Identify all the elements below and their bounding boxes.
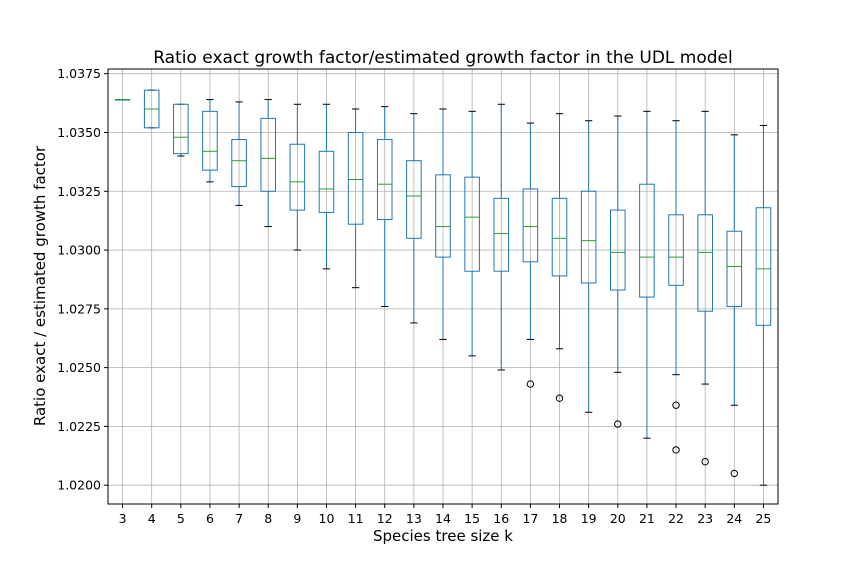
iqr-box: [376, 139, 393, 220]
ticks: 1.0200 1.0225 1.0250 1.0275 1.0300 1.0325 1.03…: [57, 66, 771, 526]
x-tick-label: 10: [319, 511, 335, 526]
x-tick-label: 24: [726, 511, 742, 526]
iqr-box: [580, 190, 597, 284]
x-tick-label: 23: [697, 511, 713, 526]
iqr-box: [318, 150, 335, 213]
iqr-box: [406, 160, 422, 239]
y-tick-label: 1.0300: [57, 243, 101, 258]
y-tick-label: 1.0225: [57, 419, 101, 434]
box-k-25: [755, 124, 772, 486]
chart-title: Ratio exact growth factor/estimated grow…: [153, 48, 733, 68]
y-tick-label: 1.0200: [57, 478, 101, 493]
iqr-box: [522, 188, 539, 263]
box-k-21: [639, 110, 655, 439]
outlier-point: [730, 469, 739, 478]
boxes: [114, 89, 772, 486]
box-k-24: [726, 134, 743, 478]
outlier-point: [701, 457, 709, 466]
box-k-17: [522, 122, 539, 388]
iqr-box: [726, 230, 743, 307]
outlier-point: [614, 420, 622, 428]
box-k-8: [260, 99, 277, 228]
box-k-13: [406, 113, 422, 324]
outlier-point: [526, 380, 535, 388]
x-tick-label: 21: [639, 511, 655, 526]
y-tick-label: 1.0375: [57, 66, 101, 81]
iqr-box: [260, 117, 277, 192]
iqr-box: [231, 139, 247, 188]
iqr-box: [551, 197, 568, 277]
iqr-box: [202, 110, 218, 171]
box-k-15: [464, 110, 480, 357]
x-tick-label: 13: [406, 511, 422, 526]
box-k-16: [493, 103, 510, 371]
y-tick-label: 1.0275: [57, 301, 101, 316]
y-tick-label: 1.0250: [57, 360, 101, 375]
x-tick-label: 22: [668, 511, 684, 526]
x-tick-label: 15: [464, 511, 480, 526]
box-k-4: [143, 89, 160, 129]
box-k-3: [114, 99, 131, 101]
x-tick-label: 5: [177, 511, 185, 526]
x-tick-label: 19: [581, 511, 597, 526]
x-tick-label: 12: [377, 511, 393, 526]
iqr-box: [435, 174, 451, 258]
y-tick-label: 1.0325: [57, 184, 101, 199]
x-tick-label: 18: [552, 511, 568, 526]
x-tick-label: 25: [755, 511, 771, 526]
iqr-box: [347, 131, 364, 225]
x-tick-label: 6: [206, 511, 214, 526]
iqr-box: [610, 209, 626, 291]
y-tick-label: 1.0350: [57, 125, 101, 140]
x-tick-label: 11: [348, 511, 364, 526]
box-k-18: [551, 113, 568, 402]
iqr-box: [697, 214, 713, 312]
box-k-5: [173, 103, 189, 157]
iqr-box: [464, 176, 480, 272]
x-tick-label: 17: [522, 511, 538, 526]
x-axis-label: Species tree size k: [373, 527, 513, 545]
box-k-11: [347, 108, 364, 289]
x-tick-label: 14: [435, 511, 451, 526]
x-tick-label: 3: [119, 511, 127, 526]
iqr-box: [755, 207, 772, 326]
outlier-point: [555, 394, 564, 402]
box-k-19: [580, 120, 597, 413]
box-k-20: [610, 115, 626, 428]
box-k-9: [289, 103, 306, 251]
box-k-14: [435, 108, 451, 340]
x-tick-label: 8: [264, 511, 272, 526]
x-tick-label: 9: [293, 511, 301, 526]
iqr-box: [493, 197, 510, 272]
x-tick-label: 16: [493, 511, 509, 526]
y-axis-label: Ratio exact / estimated growth factor: [31, 145, 49, 426]
box-k-23: [697, 110, 713, 466]
iqr-box: [289, 143, 306, 211]
box-k-10: [318, 103, 335, 270]
x-tick-label: 20: [610, 511, 626, 526]
box-k-12: [376, 106, 393, 307]
outlier-point: [672, 446, 680, 454]
iqr-box: [668, 214, 684, 286]
box-k-7: [231, 101, 247, 206]
iqr-box: [173, 103, 189, 155]
x-tick-label: 7: [235, 511, 243, 526]
box-k-22: [668, 120, 684, 454]
outlier-point: [672, 401, 680, 409]
box-k-6: [202, 99, 218, 183]
iqr-box: [639, 183, 655, 298]
x-tick-label: 4: [148, 511, 156, 526]
